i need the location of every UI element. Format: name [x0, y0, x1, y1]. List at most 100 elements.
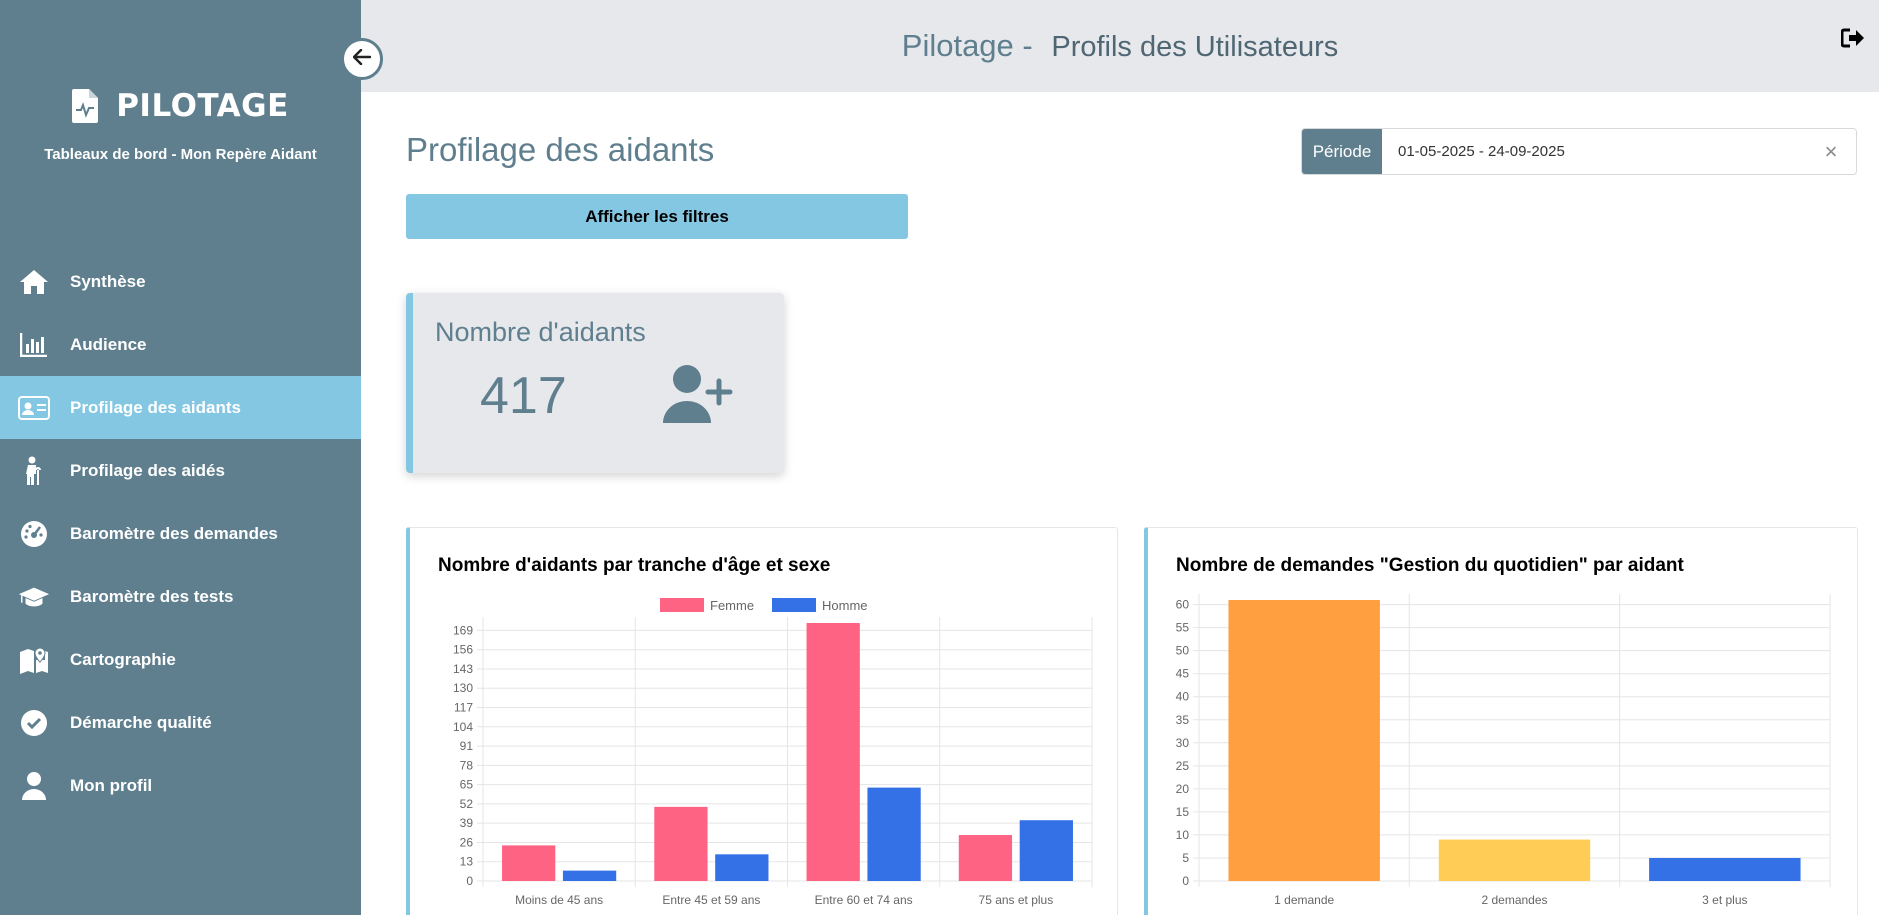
- y-tick-label: 52: [460, 797, 474, 811]
- brand-title: PILOTAGE: [116, 88, 289, 124]
- sidebar-item-label: Profilage des aidés: [70, 460, 225, 480]
- show-filters-button[interactable]: Afficher les filtres: [406, 194, 908, 239]
- y-tick-label: 0: [466, 874, 473, 888]
- legend-item: Homme: [772, 598, 868, 613]
- y-tick-label: 91: [460, 739, 474, 753]
- legend-swatch: [772, 598, 816, 612]
- period-date-range[interactable]: Période 01-05-2025 - 24-09-2025 ×: [1301, 128, 1857, 175]
- sidebar-item-label: Cartographie: [70, 649, 176, 669]
- y-tick-label: 26: [460, 835, 474, 849]
- bar-homme: [715, 854, 769, 881]
- kpi-card-aidants: Nombre d'aidants 417: [406, 293, 784, 473]
- sidebar: PILOTAGE Tableaux de bord - Mon Repère A…: [0, 0, 361, 915]
- y-tick-label: 65: [460, 778, 474, 792]
- age-sex-bar-chart: Femme Homme 0 13 26 39 52 65 78 91 104 117 130 143 156…: [453, 598, 1093, 907]
- section-heading: Profilage des aidants: [406, 131, 715, 168]
- sidebar-item-label: Baromètre des tests: [70, 586, 234, 606]
- sidebar-item-demarche-qualite[interactable]: Démarche qualité: [0, 691, 361, 754]
- x-tick-label: Moins de 45 ans: [515, 893, 603, 907]
- sidebar-item-profilage-aides[interactable]: Profilage des aidés: [0, 439, 361, 502]
- page-title-sub: Profils des Utilisateurs: [1051, 31, 1339, 63]
- y-tick-label: 78: [460, 758, 474, 772]
- x-tick-label: Entre 45 et 59 ans: [662, 893, 760, 907]
- legend-label: Homme: [822, 598, 868, 613]
- sidebar-item-profilage-aidants[interactable]: Profilage des aidants: [0, 376, 361, 439]
- bar-chart-icon: [18, 330, 50, 360]
- bar-femme: [806, 623, 860, 881]
- user-plus-icon: [661, 363, 737, 430]
- x-tick-label: 1 demande: [1274, 893, 1334, 907]
- clear-period-icon[interactable]: ×: [1806, 129, 1856, 174]
- legend-item: Femme: [660, 598, 754, 613]
- y-tick-label: 143: [453, 662, 473, 676]
- y-tick-label: 20: [1176, 782, 1190, 796]
- check-circle-icon: [18, 708, 50, 738]
- y-tick-label: 13: [460, 855, 474, 869]
- graduation-cap-icon: [18, 582, 50, 612]
- bar-femme: [958, 835, 1013, 881]
- sidebar-item-cartographie[interactable]: Cartographie: [0, 628, 361, 691]
- y-tick-label: 35: [1176, 713, 1190, 727]
- y-tick-label: 15: [1176, 805, 1190, 819]
- y-tick-label: 0: [1182, 874, 1189, 888]
- y-tick-label: 117: [454, 701, 473, 715]
- period-label: Période: [1302, 129, 1382, 174]
- x-tick-label: 3 et plus: [1702, 893, 1747, 907]
- y-tick-label: 169: [453, 623, 473, 637]
- bar-homme: [1019, 820, 1073, 881]
- y-tick-label: 55: [1176, 621, 1190, 635]
- sidebar-item-label: Mon profil: [70, 775, 153, 795]
- bar-homme: [867, 787, 921, 881]
- collapse-sidebar-button[interactable]: [341, 38, 383, 80]
- sidebar-item-barometre-demandes[interactable]: Baromètre des demandes: [0, 502, 361, 565]
- sidebar-item-barometre-tests[interactable]: Baromètre des tests: [0, 565, 361, 628]
- bar: [1649, 857, 1801, 881]
- period-input[interactable]: 01-05-2025 - 24-09-2025: [1382, 129, 1806, 174]
- logout-button[interactable]: [1840, 28, 1865, 53]
- id-card-icon: [18, 393, 50, 423]
- sidebar-item-synthese[interactable]: Synthèse: [0, 250, 361, 313]
- legend-swatch: [660, 598, 704, 612]
- y-tick-label: 50: [1176, 644, 1190, 658]
- sidebar-item-label: Profilage des aidants: [70, 397, 241, 417]
- sidebar-item-audience[interactable]: Audience: [0, 313, 361, 376]
- y-tick-label: 30: [1176, 736, 1190, 750]
- chart-card-age-sexe: Nombre d'aidants par tranche d'âge et se…: [406, 527, 1118, 915]
- sidebar-item-mon-profil[interactable]: Mon profil: [0, 754, 361, 817]
- y-tick-label: 104: [453, 720, 473, 734]
- chart-title: Nombre de demandes "Gestion du quotidien…: [1176, 555, 1684, 576]
- arrow-left-icon: [352, 48, 372, 70]
- map-icon: [18, 645, 50, 675]
- chart-card-gestion-quotidien: Nombre de demandes "Gestion du quotidien…: [1144, 527, 1858, 915]
- gauge-icon: [18, 519, 50, 549]
- x-tick-label: 75 ans et plus: [979, 893, 1054, 907]
- sidebar-item-label: Baromètre des demandes: [70, 523, 278, 543]
- bar: [1228, 600, 1380, 881]
- sidebar-item-label: Démarche qualité: [70, 712, 212, 732]
- home-icon: [18, 267, 50, 297]
- bar-homme: [562, 870, 617, 881]
- bar-femme: [502, 845, 556, 881]
- person-cane-icon: [18, 456, 50, 486]
- sidebar-item-label: Audience: [70, 334, 147, 354]
- page-title: Pilotage - Profils des Utilisateurs: [361, 28, 1879, 64]
- y-tick-label: 45: [1176, 667, 1190, 681]
- file-pulse-icon: [72, 89, 99, 123]
- y-tick-label: 130: [453, 681, 473, 695]
- brand-subtitle: Tableaux de bord - Mon Repère Aidant: [44, 146, 317, 163]
- brand: PILOTAGE Tableaux de bord - Mon Repère A…: [0, 88, 361, 163]
- bar: [1438, 839, 1591, 881]
- y-tick-label: 39: [460, 816, 474, 830]
- page-title-main: Pilotage -: [901, 28, 1033, 63]
- sign-out-icon: [1840, 28, 1865, 52]
- legend-label: Femme: [710, 598, 754, 613]
- y-tick-label: 40: [1176, 690, 1190, 704]
- y-tick-label: 60: [1176, 598, 1190, 612]
- sidebar-item-label: Synthèse: [70, 271, 146, 291]
- chart-title: Nombre d'aidants par tranche d'âge et se…: [438, 555, 831, 576]
- kpi-value: 417: [480, 367, 567, 425]
- topbar: Pilotage - Profils des Utilisateurs: [361, 0, 1879, 92]
- user-icon: [18, 771, 50, 801]
- sidebar-nav: Synthèse Audience Profilage des aidants …: [0, 250, 361, 817]
- x-tick-label: Entre 60 et 74 ans: [815, 893, 913, 907]
